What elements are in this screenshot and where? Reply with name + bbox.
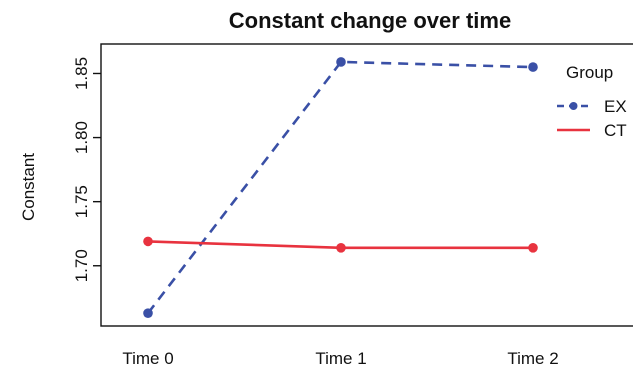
series-line-ex xyxy=(146,60,534,314)
y-tick-label: 1.70 xyxy=(72,249,91,282)
data-point-ct xyxy=(143,236,153,247)
data-point-ct xyxy=(528,243,538,253)
x-tick-label: Time 2 xyxy=(507,349,558,368)
y-tick-label: 1.80 xyxy=(72,121,91,154)
legend-title: Group xyxy=(566,63,613,82)
plot-frame xyxy=(100,43,633,327)
legend-label-ex: EX xyxy=(604,97,627,116)
axes: 1.70 1.75 1.80 1.85 Time 0 Time 1 Time 2 xyxy=(72,43,633,368)
data-point-ex xyxy=(336,57,346,67)
chart-title: Constant change over time xyxy=(229,8,511,33)
data-point-ct xyxy=(336,243,346,253)
series-layer xyxy=(143,57,538,318)
legend-marker-ex xyxy=(569,102,578,110)
legend-label-ct: CT xyxy=(604,121,627,140)
y-tick-label: 1.75 xyxy=(72,185,91,218)
data-point-ex xyxy=(528,62,538,72)
y-axis-label: Constant xyxy=(19,153,38,221)
x-tick-label: Time 1 xyxy=(315,349,366,368)
data-point-ex xyxy=(143,308,153,318)
legend: Group EX CT xyxy=(557,63,627,140)
x-tick-label: Time 0 xyxy=(122,349,173,368)
y-tick-label: 1.85 xyxy=(72,57,91,90)
